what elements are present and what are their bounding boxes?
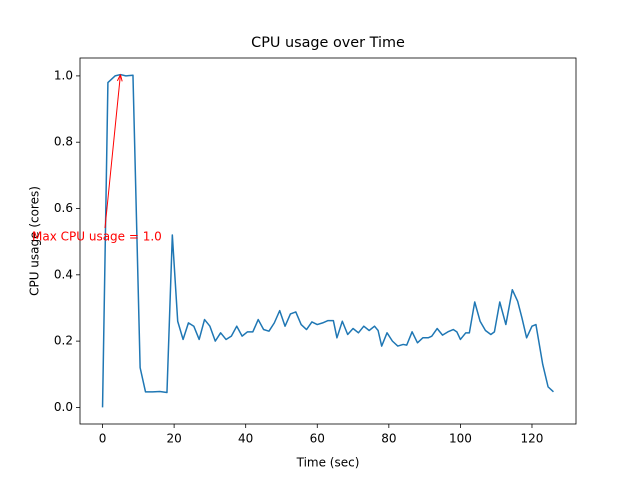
x-tick-label: 100 [449,432,472,446]
y-tick-label: 0.2 [54,334,73,348]
annotation-arrowhead [116,74,123,82]
x-tick-label: 0 [99,432,107,446]
y-tick-label: 0.4 [54,267,73,281]
y-tick-label: 0.0 [54,400,73,414]
y-tick-label: 1.0 [54,68,73,82]
annotation-arrow [104,74,121,229]
x-axis-label: Time (sec) [296,456,360,470]
x-tick-label: 60 [310,432,325,446]
x-tick-label: 120 [521,432,544,446]
x-tick-label: 80 [381,432,396,446]
y-axis-label: CPU usage (cores) [28,186,42,296]
x-tick-label: 20 [166,432,181,446]
chart-title: CPU usage over Time [251,35,405,51]
line-series [101,73,554,408]
plot-frame [79,57,577,425]
annotation: Max CPU usage = 1.0 [32,230,162,244]
y-tick-label: 0.8 [54,135,73,149]
y-tick-label: 0.6 [54,201,73,215]
x-tick-label: 40 [238,432,253,446]
